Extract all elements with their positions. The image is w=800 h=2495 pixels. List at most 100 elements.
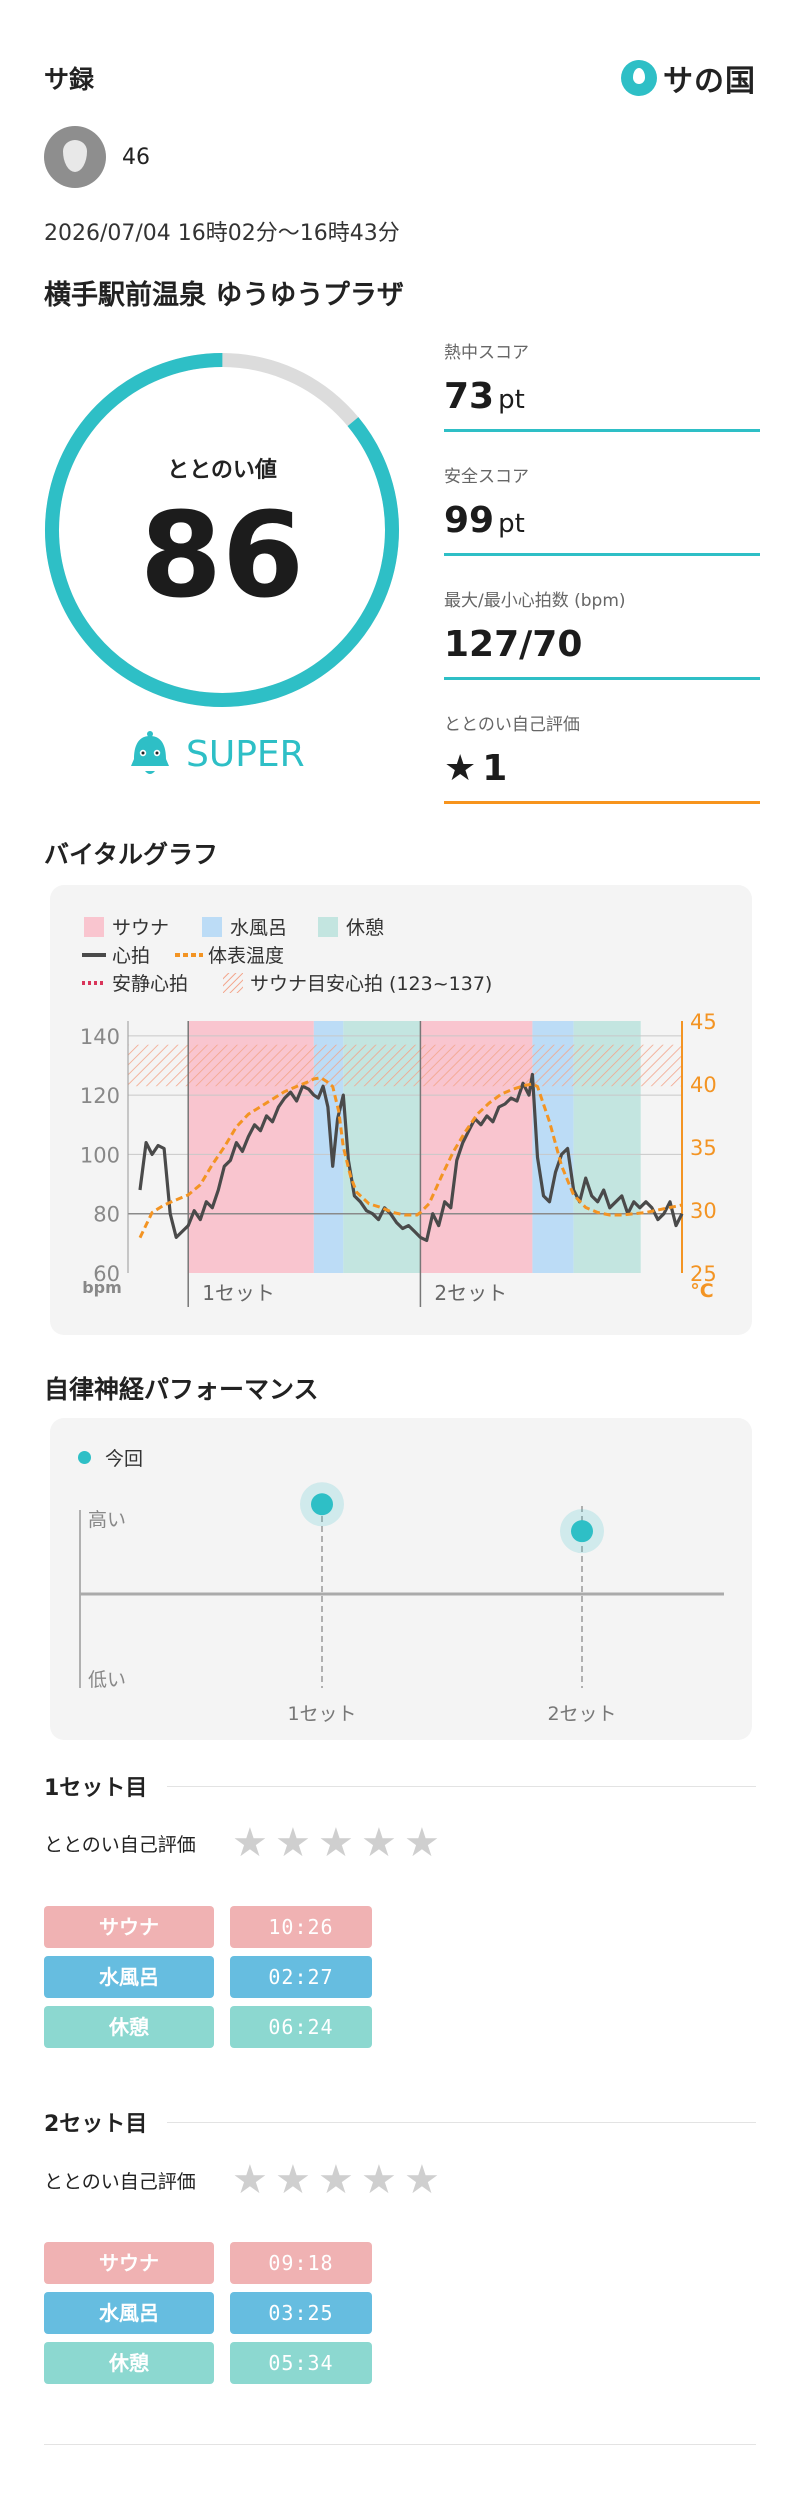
- score-label: ととのい自己評価: [444, 715, 580, 735]
- legend-current: 今回: [78, 1444, 143, 1471]
- data-point: [311, 1493, 333, 1516]
- drop-icon: [621, 60, 657, 96]
- score-value-row: 99 pt: [444, 500, 525, 541]
- score-label: 安全スコア: [444, 467, 529, 487]
- facility-name[interactable]: 横手駅前温泉 ゆうゆうプラザ: [44, 280, 404, 311]
- phase-label-water: 水風呂: [44, 1956, 214, 1998]
- legend-label: 安静心拍: [112, 973, 189, 995]
- phase-label-rest: 休憩: [44, 2342, 214, 2384]
- score-list: 熱中スコア 73 pt 安全スコア 99 pt 最大/最小心拍数 (bpm) 127…: [444, 330, 760, 826]
- left-tick-label: 80: [93, 1203, 120, 1227]
- star-icon[interactable]: ★: [318, 1820, 354, 1866]
- star-icon[interactable]: ★: [275, 2157, 311, 2203]
- logo-text: サの国: [663, 64, 756, 99]
- left-tick-label: 120: [80, 1084, 120, 1108]
- legend-line-solid: [82, 952, 106, 957]
- phase-time-sauna: 09:18: [230, 2242, 372, 2284]
- star-icon[interactable]: ★: [361, 1820, 397, 1866]
- star-icon[interactable]: ★: [232, 1820, 268, 1866]
- score-value-row: ★ 1: [444, 748, 507, 789]
- phase-label-rest: 休憩: [44, 2006, 214, 2048]
- legend-body-temp: 体表温度: [174, 941, 284, 968]
- brand-logo[interactable]: サの国: [621, 56, 756, 100]
- set-label: 2セット: [547, 1703, 616, 1725]
- score-underline: [444, 553, 760, 556]
- user-name: 46: [122, 144, 150, 170]
- user-info[interactable]: 46: [44, 126, 150, 188]
- star-icon[interactable]: ★: [232, 2157, 268, 2203]
- set-2-header: 2セット目: [44, 2107, 756, 2137]
- legend-label: 水風呂: [230, 917, 288, 939]
- star-icon[interactable]: ★: [318, 2157, 354, 2203]
- score-value: 127/70: [444, 624, 583, 665]
- legend-sauna: サウナ: [84, 913, 169, 940]
- divider: [167, 2121, 756, 2123]
- star-icon: ★: [444, 748, 477, 789]
- heart-rate-line: [138, 1072, 684, 1242]
- legend-resting: 安静心拍: [80, 969, 188, 996]
- set-axis-label: 1セット: [202, 1281, 275, 1305]
- legend-swatch: [202, 916, 222, 937]
- vital-graph-title: バイタルグラフ: [44, 840, 219, 869]
- target-band: [128, 1044, 682, 1087]
- legend-target: サウナ目安心拍 (123~137): [222, 969, 492, 996]
- set-title: 1セット目: [44, 1776, 148, 1801]
- body-temp-line: [138, 1076, 683, 1239]
- phase-time-sauna: 10:26: [230, 1906, 372, 1948]
- star-icon[interactable]: ★: [361, 2157, 397, 2203]
- phase-time-water: 03:25: [230, 2292, 372, 2334]
- star-icon[interactable]: ★: [275, 1820, 311, 1866]
- score-label: 最大/最小心拍数 (bpm): [444, 591, 626, 611]
- data-point: [571, 1520, 593, 1543]
- right-tick-label: 35: [690, 1136, 717, 1160]
- right-tick-label: 40: [690, 1073, 717, 1097]
- score-unit: pt: [498, 509, 525, 539]
- gauge-arc: [45, 353, 399, 707]
- phase-label-sauna: サウナ: [44, 2242, 214, 2284]
- set-1-header: 1セット目: [44, 1771, 756, 1801]
- low-label: 低い: [88, 1669, 126, 1691]
- set-label: 1セット: [287, 1703, 356, 1725]
- star-icon[interactable]: ★: [404, 1820, 440, 1866]
- right-tick-label: 25: [690, 1262, 717, 1286]
- divider: [167, 1785, 756, 1787]
- phase-time-rest: 06:24: [230, 2006, 372, 2048]
- legend-label: サウナ: [112, 917, 170, 939]
- score-value: 73: [444, 376, 495, 417]
- left-unit-label: bpm: [82, 1278, 122, 1297]
- totonoi-label: ととのい値: [167, 458, 277, 483]
- legend-heart: 心拍: [80, 941, 150, 968]
- legend-line-dashed: [175, 952, 203, 957]
- totonoi-gauge: [45, 353, 399, 707]
- divider: [44, 2444, 756, 2445]
- autonomic-title: 自律神経パフォーマンス: [44, 1375, 319, 1404]
- right-unit-label: °C: [690, 1280, 713, 1302]
- star-rating[interactable]: ★ ★ ★ ★ ★: [232, 2160, 447, 2200]
- left-tick-label: 60: [93, 1262, 120, 1286]
- totonoi-value: 86: [139, 486, 305, 624]
- legend-swatch: [84, 916, 104, 937]
- phase-label-sauna: サウナ: [44, 1906, 214, 1948]
- legend-label: 休憩: [346, 917, 385, 939]
- legend-dot: [78, 1451, 91, 1464]
- score-underline: [444, 429, 760, 432]
- set-axis-label: 2セット: [434, 1281, 507, 1305]
- self-evaluation-score[interactable]: ととのい自己評価 ★ 1: [444, 702, 760, 826]
- legend-label: 心拍: [112, 945, 151, 967]
- score-value: 99: [444, 500, 495, 541]
- avatar: [44, 126, 106, 188]
- score-value-row: 73 pt: [444, 376, 525, 417]
- set-title: 2セット目: [44, 2112, 148, 2137]
- rank-badge: SUPER: [128, 728, 305, 780]
- vital-chart: 140 120 100 80 60 45 40 35 30 25 bpm °C 1セット 2セット: [80, 1010, 717, 1307]
- star-rating[interactable]: ★ ★ ★ ★ ★: [232, 1823, 447, 1863]
- left-tick-label: 100: [80, 1143, 120, 1167]
- legend-line-dotted: [82, 980, 106, 985]
- star-icon[interactable]: ★: [404, 2157, 440, 2203]
- right-tick-label: 30: [690, 1199, 717, 1223]
- score-underline: [444, 801, 760, 804]
- rank-text: SUPER: [186, 733, 305, 775]
- legend-rest: 休憩: [318, 913, 384, 940]
- score-label: 熱中スコア: [444, 343, 529, 363]
